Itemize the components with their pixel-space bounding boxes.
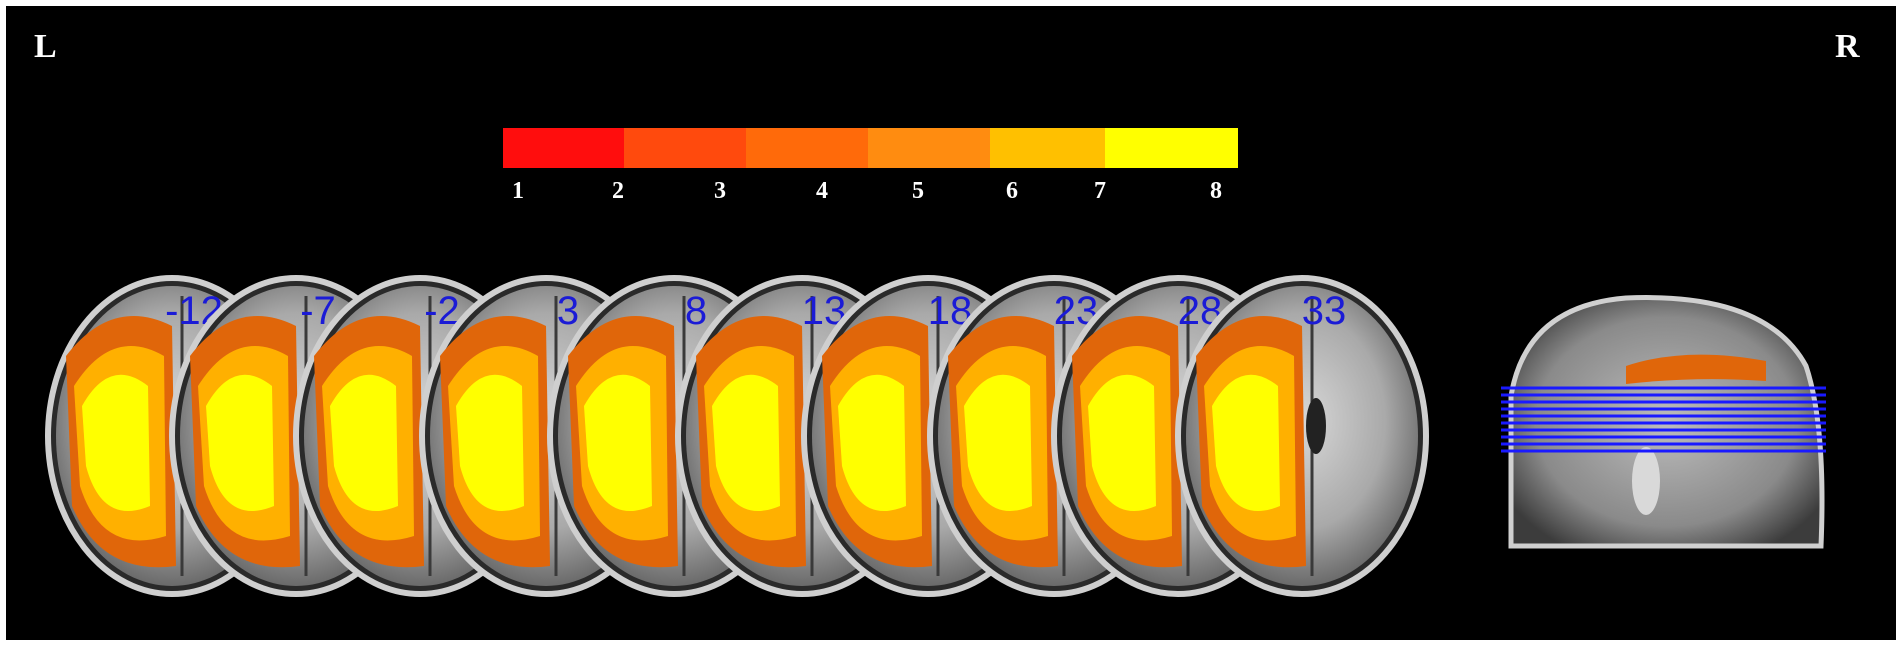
brainstem-shape xyxy=(1632,447,1660,515)
colorbar-tick-label: 8 xyxy=(1210,178,1222,204)
left-hemisphere-label: L xyxy=(34,28,57,65)
slice-number-label: 33 xyxy=(1302,289,1347,333)
colorbar-segment xyxy=(1105,128,1238,168)
colorbar-tick-label: 2 xyxy=(612,178,624,204)
brain-slices: -12 -7 -2 3 8 13 18 23 28 33 xyxy=(45,275,1826,597)
colorbar-tick-label: 3 xyxy=(714,178,726,204)
colorbar xyxy=(503,128,1238,168)
colorbar-tick-label: 5 xyxy=(912,178,924,204)
colorbar-segment xyxy=(746,128,868,168)
colorbar-segment xyxy=(868,128,990,168)
colorbar-tick-label: 4 xyxy=(816,178,828,204)
colorbar-tick-label: 6 xyxy=(1006,178,1018,204)
sagittal-reference-view xyxy=(1501,295,1826,549)
slice-number-label: 3 xyxy=(557,289,579,333)
colorbar-segment xyxy=(503,128,624,168)
axial-slice xyxy=(1175,275,1429,597)
right-hemisphere-label: R xyxy=(1835,28,1860,65)
colorbar-segment xyxy=(624,128,746,168)
colorbar-segment xyxy=(990,128,1105,168)
slice-number-label: 8 xyxy=(685,289,707,333)
colorbar-tick-label: 1 xyxy=(512,178,524,204)
sagittal-activation xyxy=(1626,354,1766,384)
colorbar-tick-label: 7 xyxy=(1094,178,1106,204)
